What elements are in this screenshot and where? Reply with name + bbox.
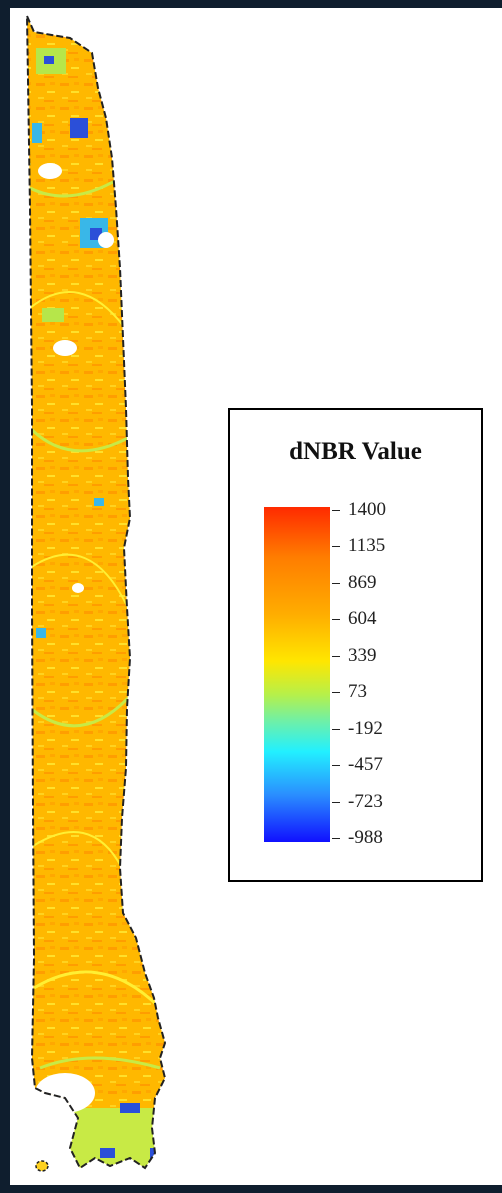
colorbar-tick-label: 73 xyxy=(348,681,367,703)
colorbar-tick xyxy=(332,728,340,730)
colorbar-tick xyxy=(332,692,340,694)
colorbar-tick xyxy=(332,655,340,657)
colorbar-tick-label: -988 xyxy=(348,827,383,848)
colorbar-tick-label: -723 xyxy=(348,790,383,812)
colorbar-tick-label: 869 xyxy=(348,571,377,593)
colorbar-tick-label: 1135 xyxy=(348,535,386,557)
colorbar-tick xyxy=(332,838,340,839)
colorbar-tick-label: -457 xyxy=(348,754,383,776)
colorbar-tick xyxy=(332,801,340,803)
figure-frame: dNBR Value 1400 1135 869 604 339 73 -192 -457 -7… xyxy=(10,8,502,1185)
colorbar-tick xyxy=(332,546,340,548)
colorbar-tick xyxy=(332,619,340,621)
dnbr-colorbar xyxy=(264,507,330,842)
colorbar-tick-label: 604 xyxy=(348,608,377,630)
colorbar-tick xyxy=(332,765,340,767)
colorbar-tick-label: 1400 xyxy=(348,499,386,520)
dnbr-map xyxy=(26,15,166,1172)
colorbar-tick-label: 339 xyxy=(348,644,377,666)
map-legend: dNBR Value 1400 1135 869 604 339 73 -192 -457 -7… xyxy=(228,408,483,882)
colorbar-tick xyxy=(332,510,340,511)
colorbar-tick-label: -192 xyxy=(348,717,383,739)
legend-title: dNBR Value xyxy=(289,438,422,465)
colorbar-tick xyxy=(332,582,340,584)
